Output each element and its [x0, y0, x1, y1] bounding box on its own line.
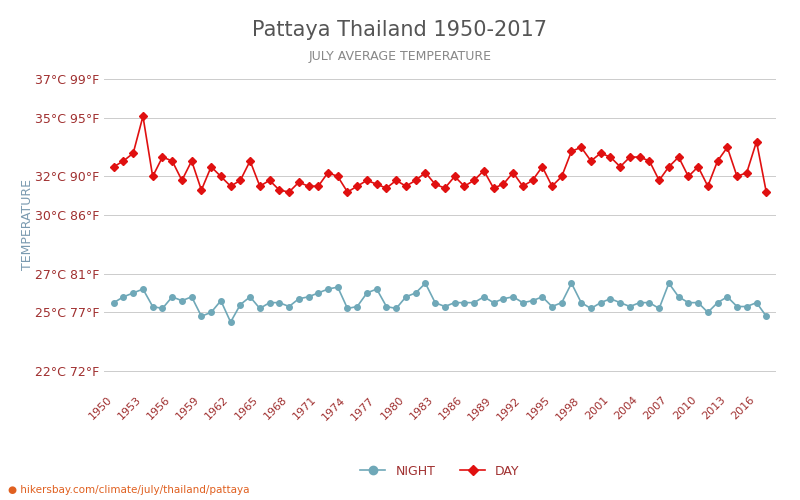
Text: ● hikersbay.com/climate/july/thailand/pattaya: ● hikersbay.com/climate/july/thailand/pa… [8, 485, 250, 495]
Y-axis label: TEMPERATURE: TEMPERATURE [21, 180, 34, 270]
Legend: NIGHT, DAY: NIGHT, DAY [355, 460, 525, 483]
Text: JULY AVERAGE TEMPERATURE: JULY AVERAGE TEMPERATURE [309, 50, 491, 63]
Text: Pattaya Thailand 1950-2017: Pattaya Thailand 1950-2017 [253, 20, 547, 40]
